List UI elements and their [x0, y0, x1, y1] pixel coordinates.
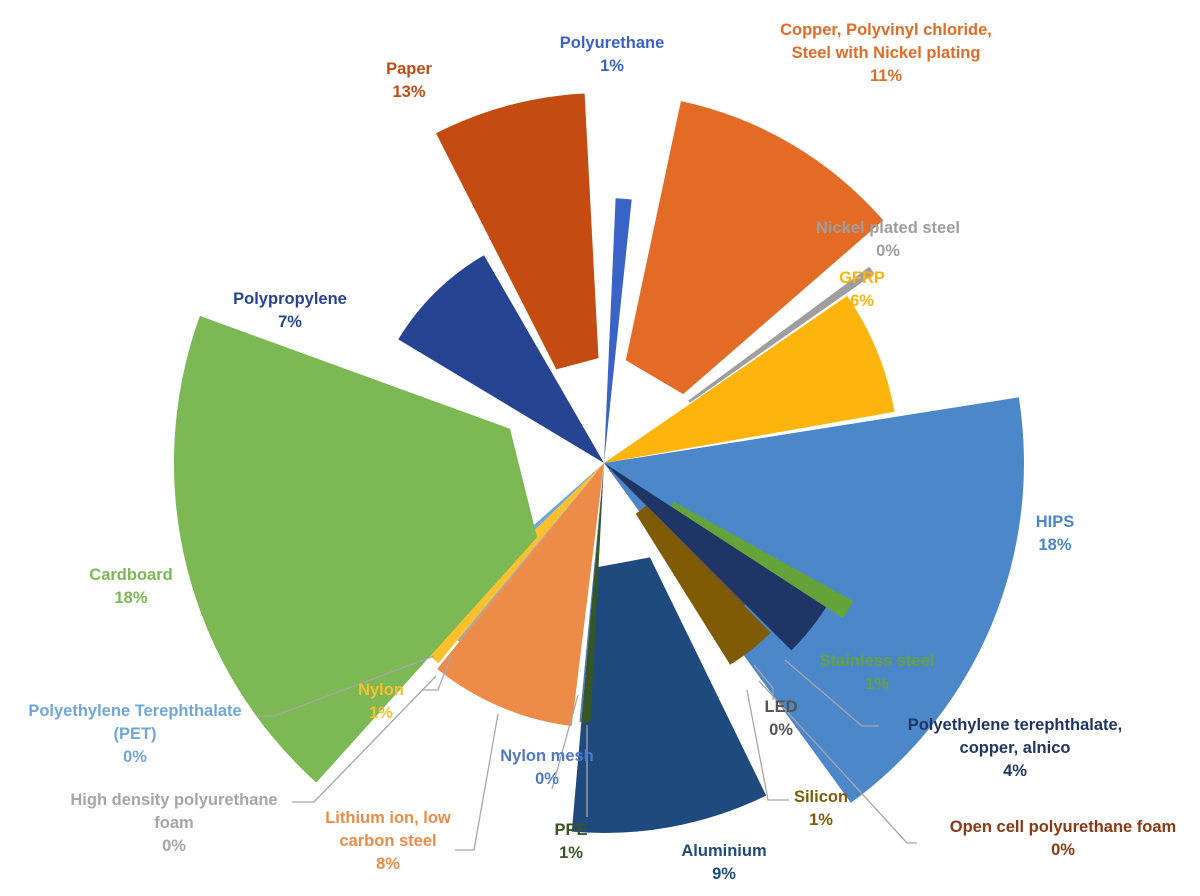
data-label-name: HIPS	[1036, 513, 1075, 531]
data-label-value: 8%	[376, 855, 400, 873]
data-label-aluminium: Aluminium 9%	[681, 842, 766, 883]
data-label-value: 0%	[123, 748, 147, 766]
slice-open-cell-polyurethane-foam	[604, 463, 746, 605]
slice-polypropylene	[398, 255, 604, 463]
data-label-name: Nylon mesh	[500, 747, 594, 765]
data-label-value: 6%	[850, 292, 874, 310]
data-label-high-density-polyurethane-foam: High density polyurethane foam 0%	[70, 791, 277, 855]
data-label-name: Paper	[386, 60, 432, 78]
data-label-nylon-mesh: Nylon mesh 0%	[500, 747, 594, 788]
data-label-lithium-ion-low-carbon-steel: Lithium ion, low carbon steel 8%	[325, 809, 451, 873]
data-label-name: copper, alnico	[960, 739, 1071, 757]
data-label-name: Nickel plated steel	[816, 219, 960, 237]
data-label-name: carbon steel	[339, 832, 436, 850]
slice-lithium-ion-low-carbon-steel	[437, 463, 604, 726]
data-labels: Polyurethane 1% Copper, Polyvinyl chloride…	[28, 21, 1176, 883]
data-label-name: Stainless steel	[820, 652, 935, 670]
data-label-value: 1%	[369, 704, 393, 722]
data-label-open-cell-polyurethane-foam: Open cell polyurethane foam 0%	[950, 818, 1176, 859]
data-label-value: 1%	[600, 57, 624, 75]
slice-nickel-plated-steel	[688, 266, 875, 403]
data-label-value: 0%	[1051, 841, 1075, 859]
leader-line-silicon	[746, 689, 789, 801]
slice-ppe	[581, 463, 604, 723]
data-label-name: High density polyurethane	[70, 791, 277, 809]
data-label-name: PPE	[554, 821, 587, 839]
leader-line-led	[753, 664, 774, 700]
data-label-name: Aluminium	[681, 842, 766, 860]
slice-stainless-steel	[671, 501, 854, 619]
data-label-name: GFRP	[839, 269, 885, 287]
data-label-value: 18%	[1038, 536, 1071, 554]
data-label-gfrp: GFRP 6%	[839, 269, 885, 310]
data-label-value: 4%	[1003, 762, 1027, 780]
data-label-led: LED 0%	[765, 698, 798, 739]
data-label-value: 1%	[865, 675, 889, 693]
leader-line-open-cell-polyurethane-foam	[758, 680, 917, 844]
data-label-name: Silicon	[794, 788, 848, 806]
leader-line-polyethylene-terephthalate-copper-alnico	[784, 659, 879, 727]
data-label-value: 0%	[162, 837, 186, 855]
data-label-name: Steel with Nickel plating	[792, 44, 981, 62]
slice-polyethylene-terephthalate-copper-alnico	[604, 463, 827, 651]
leader-line-high-density-polyurethane-foam	[292, 675, 437, 803]
data-label-paper: Paper 13%	[386, 60, 432, 101]
data-label-value: 1%	[559, 844, 583, 862]
data-label-polyethylene-terephthalate-copper-alnico: Polyethylene terephthalate, copper, alnic…	[908, 716, 1123, 780]
slice-nylon-mesh	[579, 463, 604, 722]
slice-aluminium	[571, 557, 767, 834]
data-label-polyethylene-terephthalate-pet: Polyethylene Terephthalate (PET) 0%	[28, 702, 241, 766]
data-label-nylon: Nylon 1%	[358, 681, 404, 722]
data-label-cardboard: Cardboard 18%	[89, 566, 172, 607]
data-label-copper-polyvinyl-chloride-steel-with-nickel-plating: Copper, Polyvinyl chloride, Steel with Ni…	[780, 21, 992, 85]
data-label-name: Cardboard	[89, 566, 172, 584]
data-label-name: Nylon	[358, 681, 404, 699]
data-label-stainless-steel: Stainless steel 1%	[820, 652, 935, 693]
data-label-value: 0%	[769, 721, 793, 739]
pie-slices	[173, 93, 1024, 834]
data-label-value: 18%	[114, 589, 147, 607]
data-label-value: 13%	[392, 83, 425, 101]
slice-paper	[436, 93, 599, 370]
leader-line-nylon	[423, 655, 452, 691]
slice-high-density-polyurethane-foam	[457, 463, 604, 642]
data-label-value: 1%	[809, 811, 833, 829]
slice-led	[604, 463, 745, 606]
data-label-name: Polypropylene	[233, 290, 347, 308]
slice-polyurethane	[604, 198, 632, 464]
data-label-name: Lithium ion, low	[325, 809, 451, 827]
leader-line-polyethylene-terephthalate-pet	[258, 655, 435, 717]
data-label-polyurethane: Polyurethane 1%	[560, 34, 665, 75]
data-label-nickel-plated-steel: Nickel plated steel 0%	[816, 219, 960, 260]
data-label-value: 7%	[278, 313, 302, 331]
leader-line-lithium-ion-low-carbon-steel	[455, 713, 499, 851]
leader-lines	[258, 655, 917, 851]
data-label-value: 0%	[535, 770, 559, 788]
slice-copper-polyvinyl-chloride-steel-with-nickel-plating	[625, 101, 884, 395]
slice-cardboard	[173, 315, 538, 783]
data-label-name: (PET)	[113, 725, 156, 743]
data-label-name: Copper, Polyvinyl chloride,	[780, 21, 992, 39]
data-label-name: LED	[765, 698, 798, 716]
data-label-value: 9%	[712, 865, 736, 883]
data-label-name: Polyethylene Terephthalate	[28, 702, 241, 720]
leader-line-nylon-mesh	[551, 694, 579, 790]
data-label-name: Polyurethane	[560, 34, 665, 52]
data-label-ppe: PPE 1%	[554, 821, 587, 862]
data-label-name: Open cell polyurethane foam	[950, 818, 1176, 836]
data-label-value: 11%	[870, 67, 902, 85]
data-label-value: 0%	[876, 242, 900, 260]
data-label-silicon: Silicon 1%	[794, 788, 848, 829]
data-label-hips: HIPS 18%	[1036, 513, 1075, 554]
data-label-name: Polyethylene terephthalate,	[908, 716, 1123, 734]
data-label-polypropylene: Polypropylene 7%	[233, 290, 347, 331]
slice-gfrp	[604, 295, 895, 463]
data-label-name: foam	[154, 814, 193, 832]
slice-silicon	[635, 505, 771, 665]
